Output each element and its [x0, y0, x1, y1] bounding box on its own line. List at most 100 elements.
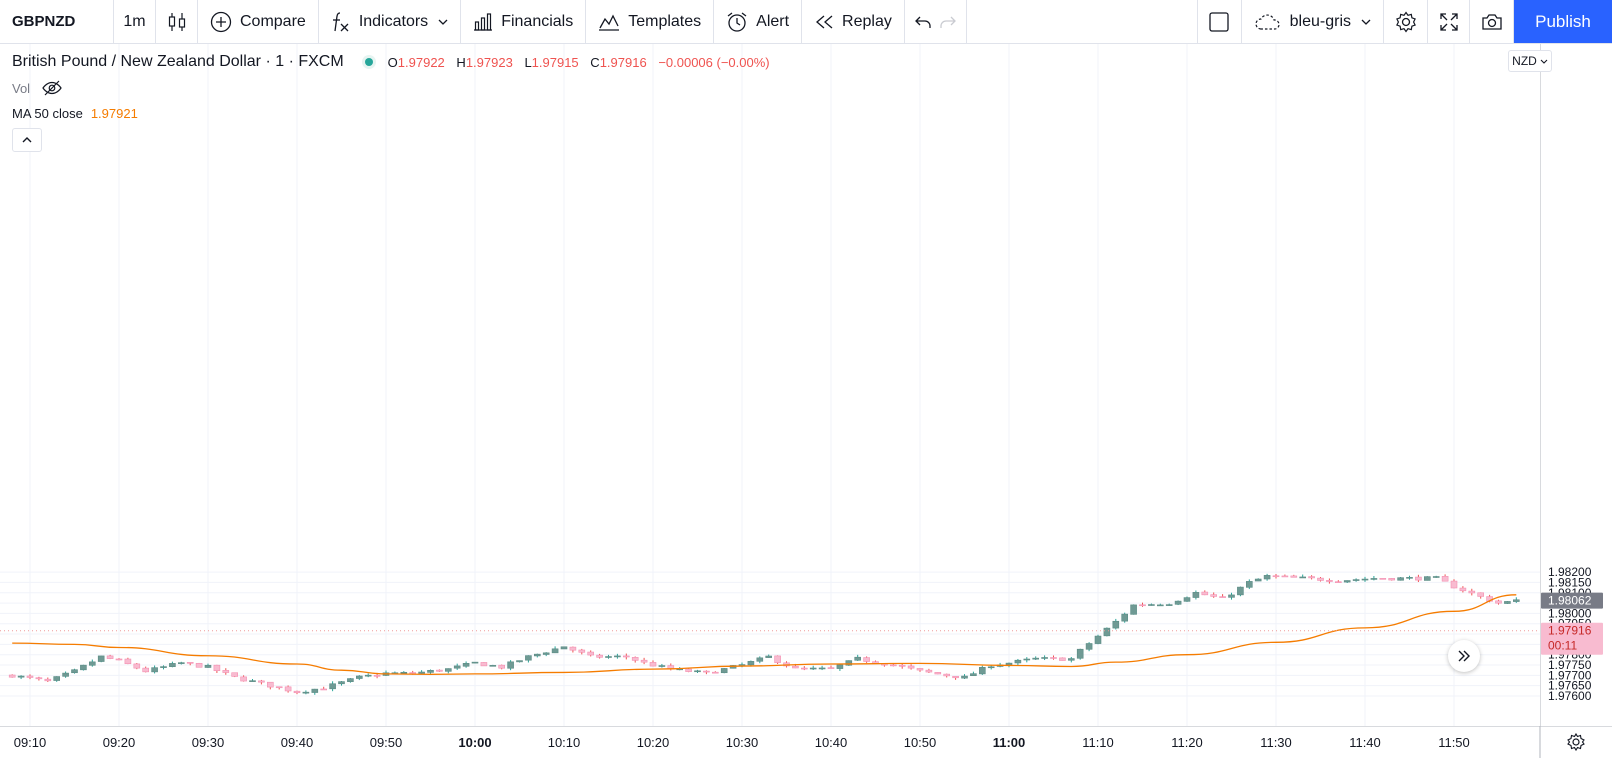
time-axis[interactable]: 09:10 09:20 09:30 09:40 09:50 10:00 10:10 10:20… [0, 726, 1612, 758]
candle-body [169, 663, 176, 667]
ma-legend[interactable]: MA 50 close 1.97921 [12, 106, 138, 121]
alarm-clock-icon [727, 11, 747, 32]
candle-up [694, 669, 701, 674]
candle-body [186, 662, 194, 664]
candle-down [1388, 578, 1395, 581]
candle-body [1343, 580, 1351, 583]
publish-button[interactable]: Publish [1514, 0, 1612, 43]
symbol-search[interactable]: GBPNZD [0, 0, 114, 43]
candle-body [489, 665, 497, 667]
candle-up [1183, 596, 1191, 602]
layout-name-button[interactable]: bleu-gris [1242, 0, 1384, 43]
candle-down [480, 662, 488, 667]
candle-body [1094, 635, 1102, 644]
open-key: O [387, 54, 398, 70]
candle-down [436, 669, 443, 672]
interval-button[interactable]: 1m [114, 0, 156, 43]
candle-body [1424, 576, 1431, 581]
candle-down [952, 675, 959, 680]
candle-body [427, 669, 434, 673]
candle-body [729, 665, 737, 669]
templates-button[interactable]: Templates [586, 0, 715, 43]
candle-up [658, 663, 666, 668]
time-tick-label: 09:10 [14, 735, 47, 750]
candle-up [471, 661, 479, 664]
candle-up [516, 660, 523, 663]
candle-up [311, 688, 319, 695]
candle-body [1415, 576, 1422, 581]
alert-button[interactable]: Alert [714, 0, 803, 43]
redo-icon[interactable] [939, 15, 957, 29]
candle-body [222, 670, 230, 673]
candle-body [338, 681, 345, 685]
candle-down [1477, 592, 1484, 599]
fullscreen-button[interactable] [1428, 0, 1470, 43]
candle-down [1059, 657, 1066, 661]
candle-up [1504, 601, 1511, 604]
scroll-to-realtime-button[interactable] [1448, 640, 1480, 672]
candle-body [1495, 600, 1502, 604]
candle-body [1201, 591, 1209, 596]
candle-body [89, 661, 96, 666]
candle-up [169, 661, 176, 668]
time-tick-label: 10:00 [458, 735, 491, 750]
candle-body [400, 671, 408, 674]
price-axis[interactable]: 1.982001.981501.981001.980501.980001.979… [1540, 44, 1612, 726]
symbol-description[interactable]: British Pound / New Zealand Dollar · 1 ·… [12, 53, 344, 70]
candle-body [1165, 604, 1173, 606]
candle-body [774, 655, 781, 663]
candle-body [792, 665, 799, 669]
settings-button[interactable] [1384, 0, 1428, 43]
candle-down [703, 670, 710, 675]
eye-crossed-icon[interactable] [42, 80, 62, 96]
chart-style-button[interactable] [156, 0, 198, 43]
candle-up [533, 653, 541, 658]
time-tick-label: 11:50 [1438, 735, 1470, 750]
candle-up [489, 664, 497, 667]
candle-down [800, 666, 808, 671]
axis-settings-icon[interactable] [1567, 732, 1585, 752]
candle-body [952, 675, 959, 679]
time-tick-label: 11:30 [1260, 735, 1292, 750]
select-box-button[interactable] [1198, 0, 1242, 43]
candle-up [1130, 604, 1137, 615]
candle-body [266, 681, 274, 688]
candle-body [204, 664, 212, 668]
candle-body [1450, 580, 1458, 589]
volume-legend[interactable]: Vol [12, 80, 62, 96]
replay-button[interactable]: Replay [802, 0, 905, 43]
candle-body [480, 662, 488, 667]
candle-down [498, 664, 506, 670]
candle-body [106, 655, 114, 659]
candle-down [1415, 574, 1422, 583]
top-toolbar: GBPNZD 1m Compare Indicators Financials … [0, 0, 1612, 44]
collapse-legend-button[interactable] [12, 128, 42, 152]
candle-body [444, 668, 452, 672]
fx-icon [332, 11, 349, 31]
indicators-button[interactable]: Indicators [319, 0, 462, 43]
candle-body [1317, 577, 1324, 581]
candle-up [97, 655, 105, 663]
candle-body [142, 667, 149, 673]
candle-down [1290, 574, 1298, 578]
undo-icon[interactable] [914, 15, 932, 29]
rewind-icon [816, 15, 833, 28]
candle-up [453, 663, 461, 670]
candle-up [462, 661, 470, 668]
candle-body [685, 668, 692, 672]
financials-button[interactable]: Financials [461, 0, 587, 43]
candle-body [249, 680, 256, 682]
currency-selector[interactable]: NZD [1508, 50, 1552, 72]
moving-average-line [12, 594, 1517, 675]
compare-button[interactable]: Compare [198, 0, 319, 43]
candle-body [827, 667, 835, 669]
candle-up [836, 664, 844, 671]
candle-up [71, 668, 78, 674]
candle-down [1379, 578, 1387, 580]
candle-body [551, 648, 559, 654]
price-chart[interactable] [0, 44, 1540, 726]
snapshot-button[interactable] [1470, 0, 1514, 43]
candles[interactable] [8, 573, 1520, 695]
high-value: 1.97923 [465, 54, 513, 70]
candle-up [204, 663, 212, 668]
